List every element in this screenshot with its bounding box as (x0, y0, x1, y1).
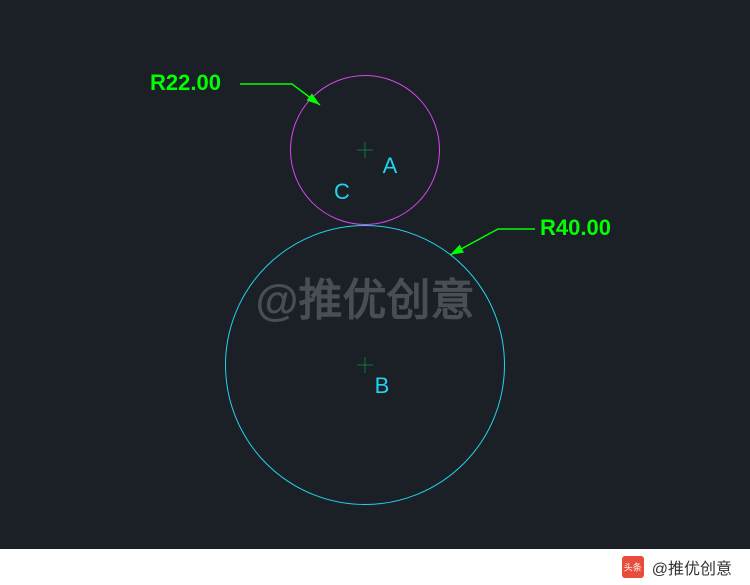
cad-canvas: A B C R22.00 R40.00 @推优创意 (0, 0, 750, 585)
footer-bar: @推优创意 (0, 549, 750, 585)
watermark: @推优创意 (256, 264, 475, 328)
dim-label-r40: R40.00 (540, 215, 611, 241)
point-label-b: B (375, 373, 390, 399)
leader-r40 (450, 229, 535, 255)
toutiao-logo-icon (622, 556, 644, 578)
point-label-c: C (334, 179, 350, 205)
center-mark-a (357, 142, 373, 158)
center-mark-b (357, 357, 373, 373)
footer-attribution: @推优创意 (652, 555, 732, 579)
dim-label-r22: R22.00 (150, 70, 221, 96)
point-label-a: A (383, 153, 398, 179)
